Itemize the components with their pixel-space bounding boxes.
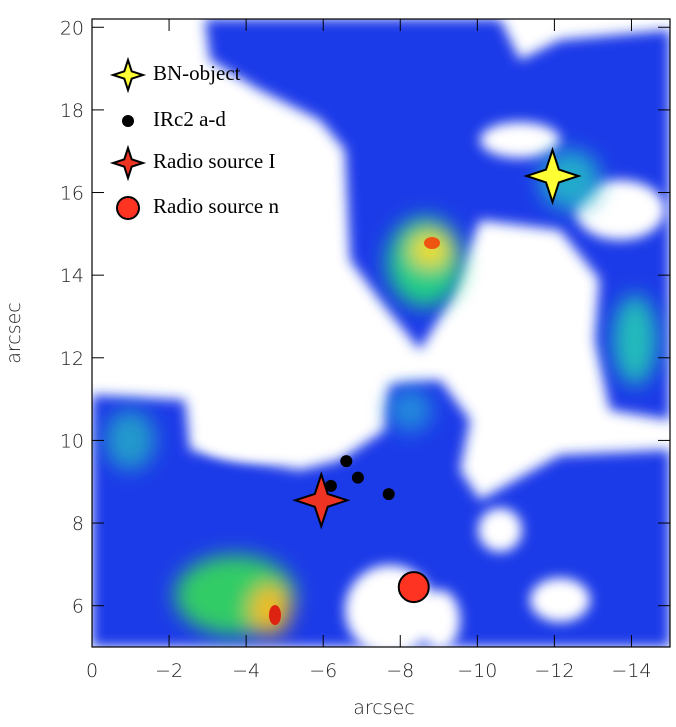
y-tick-label: 8 xyxy=(72,513,84,535)
x-tick-label: −12 xyxy=(534,660,574,682)
x-tick-label: −10 xyxy=(457,660,497,682)
y-tick-label: 12 xyxy=(60,348,84,370)
x-axis-label: arcsec xyxy=(353,697,415,719)
legend-label: IRc2 a-d xyxy=(153,107,226,131)
legend-label: BN-object xyxy=(153,61,241,85)
dot-marker xyxy=(351,471,364,484)
y-tick-label: 20 xyxy=(60,17,84,39)
dot-marker xyxy=(340,455,353,468)
star-marker xyxy=(109,144,147,182)
dot-marker xyxy=(382,488,395,501)
intensity-map xyxy=(92,19,670,647)
circle-marker xyxy=(397,571,430,604)
y-axis-label: arcsec xyxy=(3,302,25,364)
legend-label: Radio source I xyxy=(153,149,275,173)
y-tick-label: 6 xyxy=(72,596,84,618)
y-tick-label: 10 xyxy=(60,430,84,452)
dot-marker xyxy=(122,115,134,127)
y-tick-label: 14 xyxy=(60,265,84,287)
x-tick-label: −4 xyxy=(232,660,260,682)
x-tick-label: −6 xyxy=(309,660,337,682)
star-marker xyxy=(292,471,351,530)
x-tick-label: −14 xyxy=(611,660,651,682)
x-tick-label: −8 xyxy=(386,660,414,682)
legend-label: Radio source n xyxy=(153,194,279,218)
x-tick-label: −2 xyxy=(155,660,183,682)
y-tick-label: 16 xyxy=(60,183,84,205)
dot-marker xyxy=(324,479,337,492)
star-marker xyxy=(109,56,147,94)
star-marker xyxy=(523,146,582,206)
y-tick-label: 18 xyxy=(60,100,84,122)
x-tick-label: 0 xyxy=(86,660,98,682)
plot-frame xyxy=(91,18,671,648)
circle-marker xyxy=(116,196,140,220)
